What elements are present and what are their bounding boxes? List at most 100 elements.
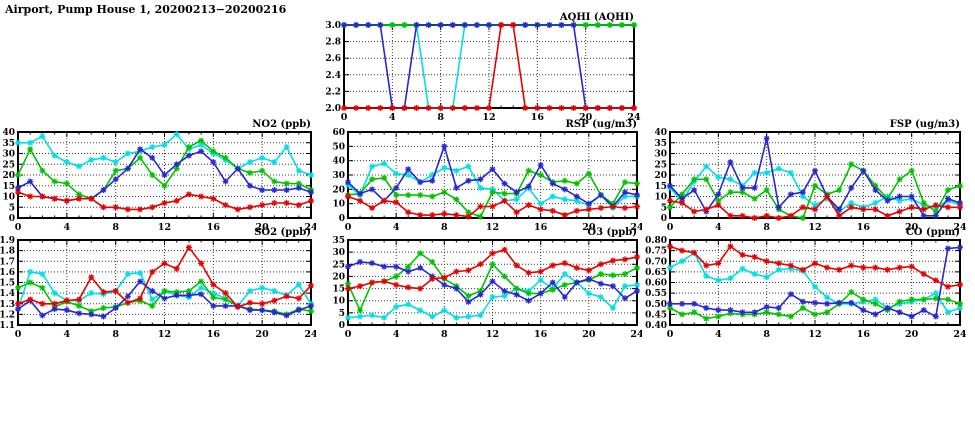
- data-point-marker: [259, 202, 266, 209]
- data-point-marker: [393, 303, 400, 310]
- data-point-marker: [51, 306, 58, 313]
- data-point-marker: [393, 273, 400, 280]
- data-point-marker: [295, 180, 302, 187]
- data-point-marker: [100, 305, 107, 311]
- data-point-marker: [715, 313, 722, 320]
- xtick-label: 0: [667, 222, 674, 233]
- data-point-marker: [477, 184, 484, 191]
- xtick-label: 24: [630, 222, 642, 233]
- xtick-label: 24: [627, 112, 641, 123]
- ytick-label: 5: [9, 203, 15, 213]
- data-point-marker: [393, 170, 400, 177]
- data-point-marker: [210, 294, 217, 301]
- data-point-marker: [573, 193, 580, 200]
- data-point-marker: [824, 309, 831, 316]
- data-point-marker: [198, 141, 205, 148]
- xtick-label: 8: [441, 329, 448, 340]
- data-point-marker: [727, 159, 734, 166]
- data-point-marker: [477, 288, 484, 294]
- data-point-marker: [149, 302, 156, 309]
- data-point-marker: [63, 297, 70, 304]
- xtick-label: 8: [763, 222, 770, 233]
- xtick-label: 12: [808, 329, 821, 340]
- data-point-marker: [570, 105, 577, 111]
- data-point-marker: [137, 269, 144, 276]
- data-point-marker: [173, 131, 180, 138]
- data-point-marker: [271, 199, 278, 206]
- chart-aqhi-plot: 2.0 2.2 2.4 2.6 2.8 3.0 0 4 8 12 16 20 24: [325, 21, 641, 123]
- data-point-marker: [884, 197, 891, 204]
- ytick-label: 15: [2, 182, 15, 192]
- data-point-marker: [799, 204, 806, 211]
- data-point-marker: [357, 197, 364, 204]
- data-point-marker: [525, 202, 532, 209]
- data-point-marker: [210, 159, 217, 166]
- data-point-marker: [449, 22, 456, 28]
- data-point-marker: [691, 208, 698, 215]
- data-point-marker: [763, 135, 770, 142]
- data-point-marker: [634, 288, 640, 294]
- data-point-marker: [88, 308, 95, 315]
- data-point-marker: [908, 263, 915, 270]
- ytick-label: 1.4: [0, 289, 15, 299]
- data-point-marker: [667, 264, 673, 271]
- data-point-marker: [393, 263, 400, 270]
- data-point-marker: [259, 284, 266, 291]
- data-point-marker: [401, 22, 408, 28]
- series-red: [15, 189, 314, 213]
- data-point-marker: [27, 193, 34, 200]
- data-point-marker: [621, 283, 628, 290]
- data-point-marker: [908, 313, 915, 320]
- data-point-marker: [473, 105, 480, 111]
- data-point-marker: [513, 285, 520, 292]
- data-point-marker: [405, 172, 412, 178]
- data-point-marker: [259, 300, 266, 307]
- data-point-marker: [549, 262, 556, 269]
- data-point-marker: [365, 105, 372, 111]
- plot-frame: [17, 239, 312, 326]
- series-red: [667, 193, 963, 221]
- co-chart: 0.400.450.500.550.600.650.700.750.80 0 4 8 1…: [645, 236, 966, 340]
- series-blue: [667, 244, 963, 320]
- data-point-marker: [63, 197, 70, 204]
- data-point-marker: [787, 313, 794, 320]
- data-point-marker: [76, 296, 83, 303]
- data-point-marker: [908, 296, 915, 303]
- data-point-marker: [703, 262, 710, 269]
- data-point-marker: [727, 307, 734, 314]
- data-point-marker: [137, 146, 144, 153]
- data-point-marker: [775, 260, 782, 267]
- data-point-marker: [185, 144, 192, 151]
- data-point-marker: [413, 22, 420, 28]
- ytick-label: 20: [332, 185, 345, 195]
- data-point-marker: [573, 279, 580, 286]
- data-point-marker: [609, 305, 616, 311]
- xtick-label: 16: [857, 222, 871, 233]
- data-point-marker: [210, 195, 217, 202]
- data-point-marker: [357, 313, 364, 320]
- ytick-label: 10: [332, 200, 345, 210]
- data-point-marker: [39, 193, 46, 200]
- data-point-marker: [944, 309, 951, 316]
- data-point-marker: [727, 243, 734, 250]
- data-point-marker: [561, 177, 568, 184]
- data-point-marker: [489, 278, 496, 285]
- data-point-marker: [573, 264, 580, 271]
- ytick-label: 0: [9, 214, 15, 224]
- data-point-marker: [703, 176, 710, 183]
- data-point-marker: [860, 206, 867, 213]
- data-point-marker: [124, 165, 131, 172]
- ytick-label: 1.2: [0, 310, 15, 320]
- data-point-marker: [417, 285, 424, 292]
- data-point-marker: [775, 266, 782, 273]
- data-point-marker: [295, 184, 302, 191]
- data-point-marker: [39, 284, 46, 291]
- data-point-marker: [453, 268, 460, 275]
- data-point-marker: [27, 296, 34, 303]
- ytick-label: 0.50: [645, 300, 667, 310]
- data-point-marker: [308, 197, 314, 204]
- data-point-marker: [824, 294, 831, 301]
- data-point-marker: [561, 212, 568, 219]
- data-point-marker: [185, 152, 192, 159]
